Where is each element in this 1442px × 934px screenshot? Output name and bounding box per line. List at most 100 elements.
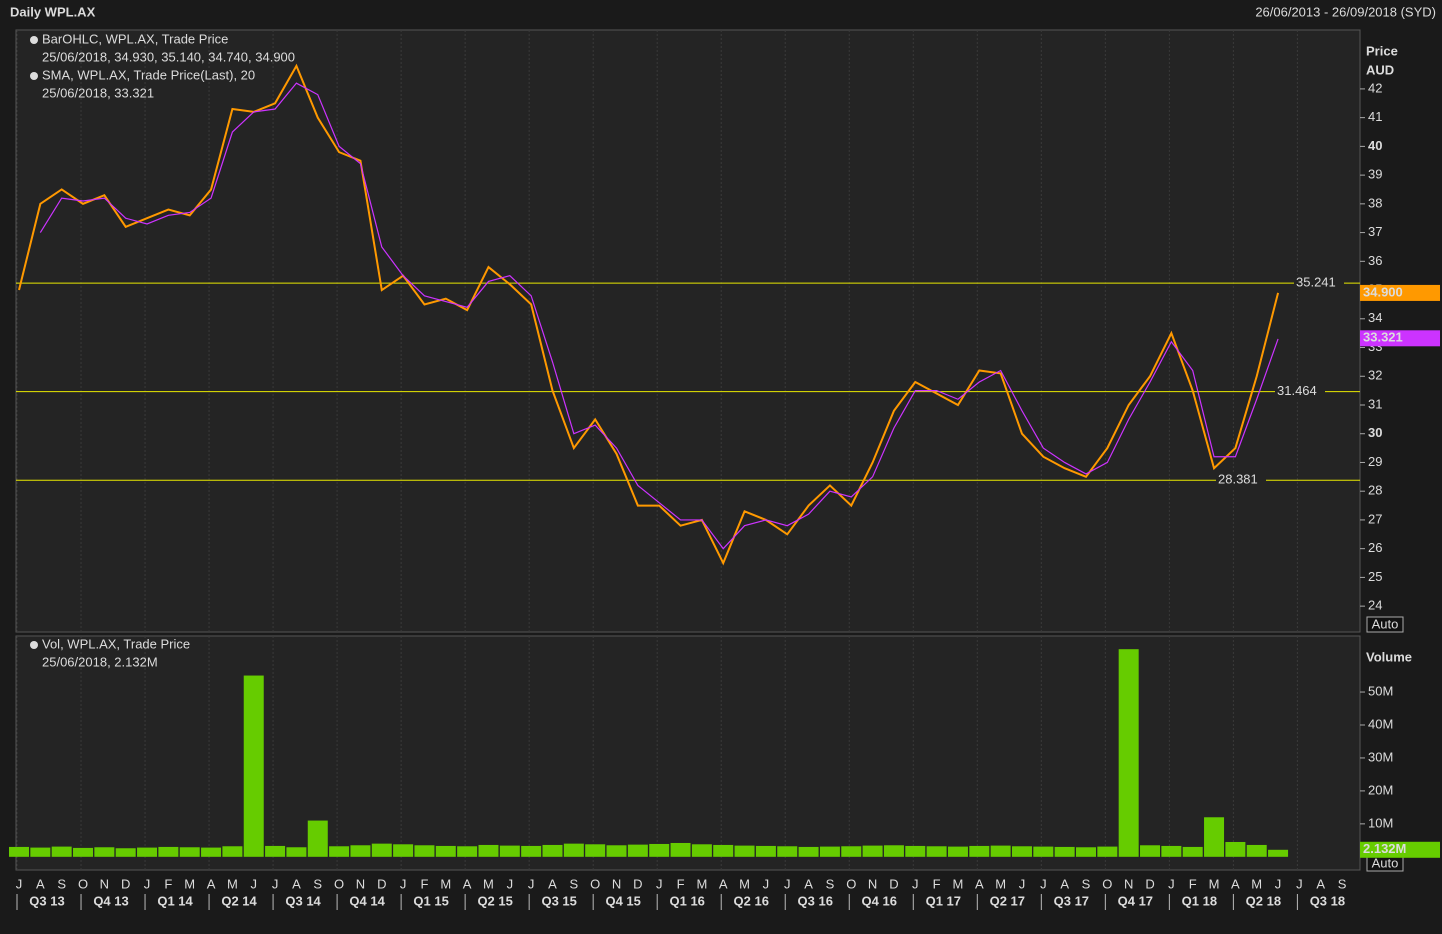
volume-bar (115, 848, 136, 857)
volume-bar (1225, 841, 1246, 857)
auto-button[interactable] (1366, 616, 1404, 633)
level-label-bg (1294, 275, 1344, 292)
volume-bar (585, 844, 606, 857)
volume-bar (1246, 844, 1267, 857)
month-label: S (313, 876, 322, 891)
y-tick-label: 34 (1368, 310, 1382, 325)
month-label: A (36, 876, 45, 891)
volume-bar (734, 845, 755, 857)
month-label: M (440, 876, 451, 891)
volume-bar (521, 845, 542, 857)
volume-bar (841, 846, 862, 857)
month-label: S (1082, 876, 1091, 891)
y-tick-label: 39 (1368, 167, 1382, 182)
volume-bar (563, 843, 584, 857)
y-tick-label: 38 (1368, 195, 1382, 210)
volume-bar (265, 845, 286, 857)
quarter-label: Q1 17 (926, 893, 961, 908)
volume-bar (1140, 845, 1161, 857)
chart-title: Daily WPL.AX (10, 4, 96, 19)
volume-bar (1033, 846, 1054, 857)
volume-bar (1011, 846, 1032, 857)
volume-bar (73, 847, 94, 857)
month-label: J (507, 876, 514, 891)
axis-title: AUD (1366, 62, 1394, 77)
volume-bar (478, 844, 499, 857)
quarter-label: Q3 17 (1054, 893, 1089, 908)
month-label: F (933, 876, 941, 891)
auto-label[interactable]: Auto (1372, 616, 1399, 631)
y-tick-label: 24 (1368, 598, 1382, 613)
month-label: J (1019, 876, 1026, 891)
volume-bar (627, 844, 648, 857)
month-label: M (739, 876, 750, 891)
month-label: S (57, 876, 66, 891)
volume-bar (798, 846, 819, 857)
month-label: D (889, 876, 898, 891)
volume-bar (371, 843, 392, 857)
y-tick-label: 29 (1368, 454, 1382, 469)
legend-name: BarOHLC, WPL.AX, Trade Price (42, 31, 228, 46)
y-tick-label: 50M (1368, 683, 1393, 698)
month-label: M (227, 876, 238, 891)
y-tick-label: 32 (1368, 368, 1382, 383)
volume-bar (243, 675, 264, 857)
legend-name: SMA, WPL.AX, Trade Price(Last), 20 (42, 67, 255, 82)
month-label: M (1251, 876, 1262, 891)
legend-detail: 25/06/2018, 33.321 (42, 85, 154, 100)
y-tick-label: 25 (1368, 569, 1382, 584)
volume-bar (222, 846, 243, 857)
level-label: 28.381 (1218, 472, 1258, 487)
value-tag-label: 2.132M (1363, 841, 1406, 856)
axis-title: Price (1366, 43, 1398, 58)
date-range: 26/06/2013 - 26/09/2018 (SYD) (1255, 4, 1436, 19)
volume-bar (414, 845, 435, 857)
value-tag (1360, 330, 1440, 347)
volume-bar (201, 847, 222, 857)
month-label: J (144, 876, 151, 891)
month-label: A (1316, 876, 1325, 891)
y-tick-label: 30M (1368, 749, 1393, 764)
volume-bar (393, 844, 414, 857)
month-label: M (184, 876, 195, 891)
value-tag (1360, 284, 1440, 301)
month-label: A (1060, 876, 1069, 891)
level-label-bg (1216, 472, 1266, 489)
legend-icon (30, 72, 38, 80)
volume-bar (350, 845, 371, 857)
month-label: S (570, 876, 579, 891)
month-label: M (995, 876, 1006, 891)
month-label: D (377, 876, 386, 891)
y-tick-label: 27 (1368, 511, 1382, 526)
quarter-label: Q4 17 (1118, 893, 1153, 908)
auto-label[interactable]: Auto (1372, 855, 1399, 870)
volume-bar (649, 843, 670, 857)
level-label: 35.241 (1296, 275, 1336, 290)
quarter-label: Q2 14 (221, 893, 257, 908)
month-label: J (1040, 876, 1047, 891)
y-tick-label: 42 (1368, 80, 1382, 95)
volume-bar (457, 846, 478, 857)
quarter-label: Q4 14 (349, 893, 385, 908)
volume-bar (862, 845, 883, 857)
volume-bar (499, 845, 520, 857)
month-label: J (656, 876, 663, 891)
volume-bar (286, 847, 307, 857)
volume-bar (1161, 845, 1182, 857)
y-tick-label: 40 (1368, 138, 1382, 153)
y-tick-label: 41 (1368, 109, 1382, 124)
quarter-label: Q3 18 (1310, 893, 1345, 908)
volume-bar (51, 846, 72, 857)
volume-bar (969, 845, 990, 857)
month-label: A (207, 876, 216, 891)
volume-bar (1054, 846, 1075, 857)
volume-bar (606, 845, 627, 857)
legend-icon (30, 36, 38, 44)
price-line (18, 63, 1280, 566)
volume-bar (883, 845, 904, 857)
volume-bar (542, 844, 563, 857)
month-label: O (78, 876, 88, 891)
volume-bar (1076, 847, 1096, 857)
month-label: S (1338, 876, 1347, 891)
month-label: J (784, 876, 791, 891)
